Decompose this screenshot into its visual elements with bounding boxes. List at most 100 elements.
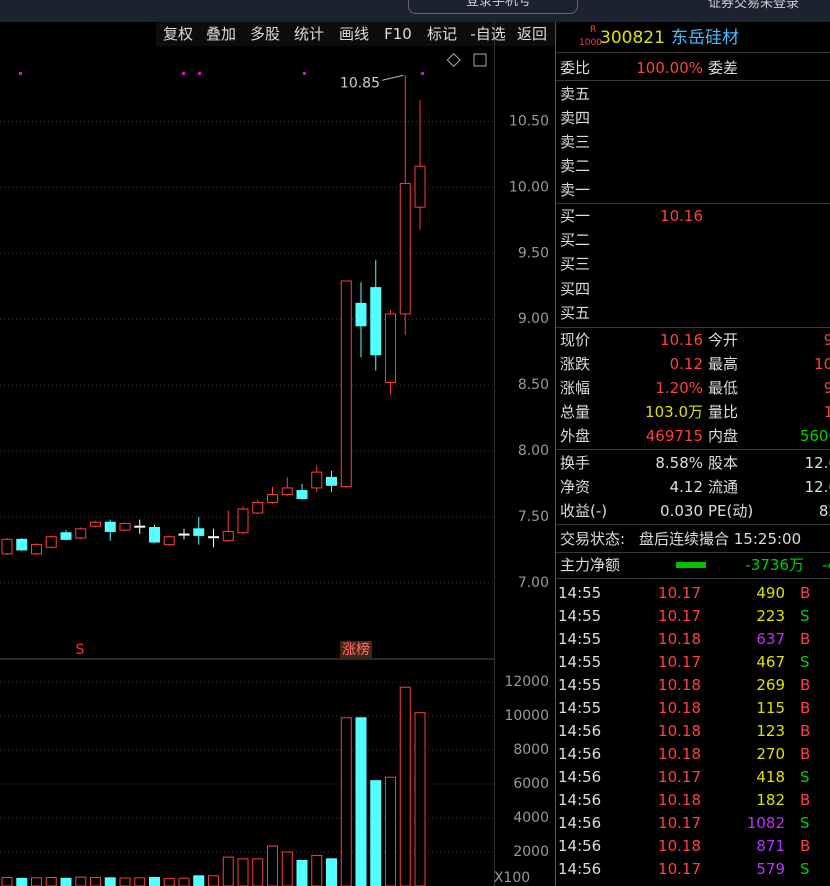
trade-volume: 123: [756, 722, 785, 740]
toolbar-button[interactable]: -自选: [470, 25, 506, 43]
candle-body: [311, 471, 323, 489]
candle-body: [119, 523, 131, 531]
candle-body: [149, 526, 160, 543]
trade-time: 14:56: [558, 860, 602, 878]
label: 委差: [708, 59, 739, 77]
value: -4: [822, 556, 830, 574]
volume-bar: [104, 877, 116, 886]
trade-side: B: [800, 745, 811, 763]
login[interactable]: 登录手机号: [466, 0, 532, 9]
trade-side: B: [800, 676, 811, 694]
volume-bar: [90, 877, 101, 886]
trade-side: B: [800, 837, 811, 855]
volume-bar: [399, 686, 411, 886]
trade-time: 14:55: [558, 630, 602, 648]
label: 内盘: [708, 427, 739, 445]
trade-price: 10.18: [658, 722, 701, 740]
candle-body: [90, 521, 101, 527]
value: 12.0: [804, 478, 830, 496]
candle-body: [355, 302, 367, 327]
bid-label: 买四: [560, 279, 591, 298]
volume-bar: [16, 877, 28, 886]
toolbar-button[interactable]: F10: [384, 25, 412, 43]
trade-volume: 467: [756, 653, 785, 671]
volume-bar: [370, 780, 382, 886]
value: -3736万: [745, 556, 804, 574]
volume-bar: [414, 712, 426, 886]
marker: 涨榜: [342, 641, 370, 658]
icon[interactable]: [473, 53, 487, 67]
volume-bar: [149, 877, 160, 886]
candle-body: [237, 508, 249, 534]
label: 量比: [708, 403, 739, 421]
login-box[interactable]: [408, 0, 578, 14]
separator: [556, 80, 830, 81]
label: 现价: [560, 331, 591, 349]
volume-bar: [1, 877, 13, 886]
separator: [556, 203, 830, 204]
label: 主力净额: [560, 556, 621, 574]
toolbar-button[interactable]: 多股: [249, 25, 281, 43]
volume-bar: [237, 858, 249, 886]
trade-time: 14:56: [558, 791, 602, 809]
volume-bar: [296, 860, 308, 886]
volume-bar: [222, 856, 234, 886]
panel-separator: [555, 22, 556, 886]
trade-time: 14:55: [558, 607, 602, 625]
volume-bar: [208, 875, 219, 886]
candle-body: [370, 287, 382, 356]
candle-body: [163, 536, 175, 546]
value: 469715: [645, 427, 703, 445]
value: 10.16: [660, 331, 703, 349]
status-value: 盘后连续撮合 15:25:00: [639, 530, 802, 548]
trade-volume: 182: [756, 791, 785, 809]
toolbar-button[interactable]: 叠加: [205, 25, 237, 43]
trade-volume: 115: [756, 699, 785, 717]
trade-price: 10.18: [658, 630, 701, 648]
marker: S: [76, 642, 85, 658]
net-bar: [676, 562, 706, 568]
trade-time: 14:56: [558, 837, 602, 855]
toolbar-button[interactable]: 返回: [516, 25, 548, 43]
volume-bar: [385, 776, 396, 886]
volume-bar: [45, 877, 57, 886]
volume-bar: [267, 845, 278, 886]
trade-side: B: [800, 722, 811, 740]
toolbar-button[interactable]: 统计: [293, 25, 325, 43]
ask-label: 卖五: [560, 85, 591, 103]
y-tick-label: 8.50: [518, 377, 549, 393]
candle-body: [252, 501, 264, 514]
y-tick-label: 6000: [513, 776, 549, 792]
trade-side: S: [800, 814, 810, 832]
y-tick-label: 8000: [513, 742, 549, 758]
trade-time: 14:55: [558, 584, 602, 602]
trade-price: 10.18: [658, 699, 701, 717]
y-tick-label: 10.00: [509, 179, 549, 195]
toolbar-button[interactable]: 画线: [338, 25, 370, 43]
volume-bar: [281, 851, 293, 886]
trade-price: 10.17: [658, 768, 701, 786]
label: 委比: [560, 59, 591, 77]
trade-time: 14:56: [558, 745, 602, 763]
trade-price: 10.17: [658, 814, 701, 832]
axis-separator: [494, 22, 495, 886]
volume-bar: [75, 876, 87, 886]
toolbar-button[interactable]: 标记: [426, 25, 458, 43]
trade-volume: 871: [756, 837, 785, 855]
toolbar-button[interactable]: 复权: [162, 25, 194, 43]
trade-time: 14:56: [558, 814, 602, 832]
trade-price: 10.18: [658, 676, 701, 694]
trade-side: S: [800, 653, 810, 671]
ask-label: 卖四: [560, 109, 591, 127]
trade-volume: 270: [756, 745, 785, 763]
value: 1.: [823, 403, 830, 421]
trade-time: 14:55: [558, 676, 602, 694]
label: PE(动): [708, 502, 754, 520]
bid-price: 10.16: [660, 207, 703, 225]
candle-body: [75, 528, 87, 539]
y-tick-label: 7.00: [518, 575, 549, 591]
trade-side: S: [800, 860, 810, 878]
trade-price: 10.17: [658, 584, 701, 602]
icon[interactable]: [446, 52, 461, 68]
